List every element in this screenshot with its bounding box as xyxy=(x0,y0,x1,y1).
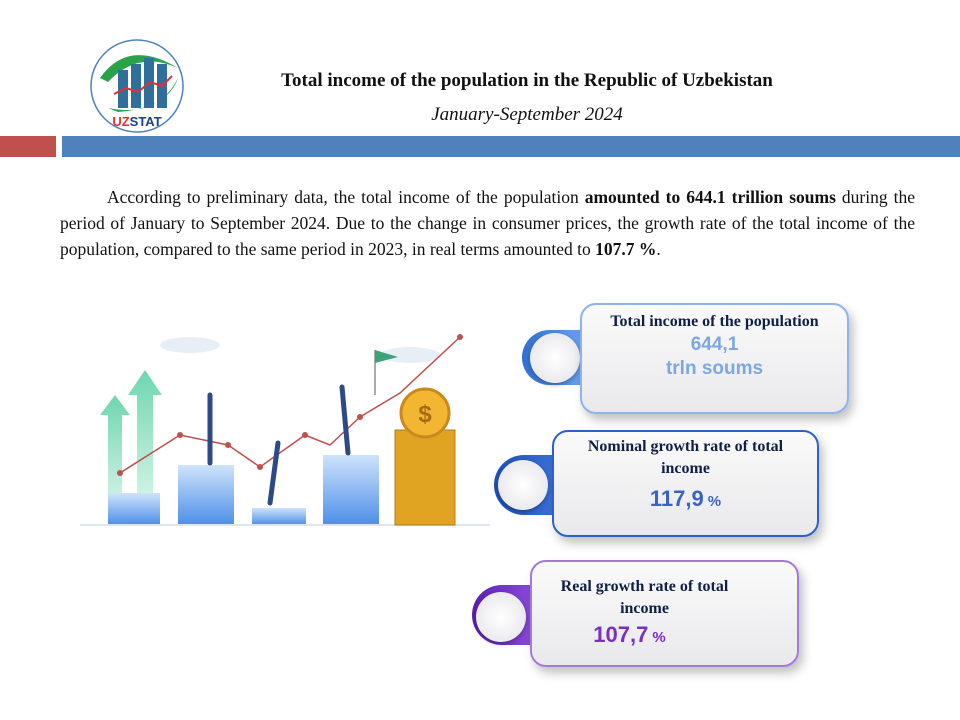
uzstat-logo: UZSTAT xyxy=(90,39,184,133)
card-label: Real growth rate of total income xyxy=(560,578,729,617)
page-title: Total income of the population in the Re… xyxy=(281,70,773,91)
blue-divider xyxy=(62,136,960,157)
card-total-income: Total income of the population 644,1 trl… xyxy=(580,303,849,414)
coins-icon xyxy=(530,333,580,383)
card-unit: % xyxy=(707,493,722,510)
card-real-growth: Real growth rate of total income 107,7 % xyxy=(530,560,799,667)
card-value: 117,9 xyxy=(649,486,704,511)
growth-illustration: $ xyxy=(80,334,490,526)
bar-chart-icon xyxy=(498,460,548,510)
highlight-total: amounted to 644.1 trillion soums xyxy=(584,187,836,207)
card-nominal-growth: Nominal growth rate of total income 117,… xyxy=(552,430,819,537)
text: According to preliminary data, the total… xyxy=(107,187,585,207)
card-label: Nominal growth rate of total income xyxy=(587,438,784,477)
highlight-rate: 107.7 % xyxy=(595,239,657,259)
text: . xyxy=(656,239,661,259)
card-unit: % xyxy=(652,629,666,646)
red-divider xyxy=(0,136,56,157)
card-unit: trln soums xyxy=(665,358,764,379)
svg-text:$: $ xyxy=(418,401,432,428)
growth-coins-icon xyxy=(476,592,526,642)
page-subtitle: January-September 2024 xyxy=(431,104,623,125)
text: during the period of January to Septembe… xyxy=(60,187,916,259)
card-value: 107,7 xyxy=(593,622,649,647)
card-label: Total income of the population xyxy=(610,313,819,330)
card-value: 644,1 xyxy=(690,334,739,355)
svg-text:UZSTAT: UZSTAT xyxy=(112,114,161,129)
summary-paragraph: According to preliminary data, the total… xyxy=(60,184,915,262)
